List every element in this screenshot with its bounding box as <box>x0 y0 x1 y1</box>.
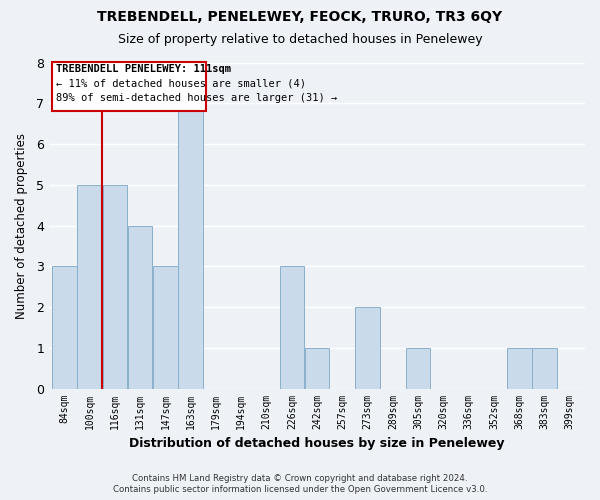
Bar <box>153 266 178 388</box>
Bar <box>52 266 77 388</box>
Bar <box>178 104 203 389</box>
Y-axis label: Number of detached properties: Number of detached properties <box>15 132 28 318</box>
Text: ← 11% of detached houses are smaller (4): ← 11% of detached houses are smaller (4) <box>56 79 305 89</box>
Bar <box>532 348 557 389</box>
Text: Size of property relative to detached houses in Penelewey: Size of property relative to detached ho… <box>118 32 482 46</box>
Bar <box>103 185 127 388</box>
FancyBboxPatch shape <box>52 62 206 110</box>
X-axis label: Distribution of detached houses by size in Penelewey: Distribution of detached houses by size … <box>130 437 505 450</box>
Bar <box>128 226 152 388</box>
Text: TREBENDELL PENELEWEY: 111sqm: TREBENDELL PENELEWEY: 111sqm <box>56 64 230 74</box>
Bar <box>305 348 329 389</box>
Bar <box>77 185 102 388</box>
Text: 89% of semi-detached houses are larger (31) →: 89% of semi-detached houses are larger (… <box>56 94 337 104</box>
Text: TREBENDELL, PENELEWEY, FEOCK, TRURO, TR3 6QY: TREBENDELL, PENELEWEY, FEOCK, TRURO, TR3… <box>97 10 503 24</box>
Bar <box>507 348 532 389</box>
Bar <box>280 266 304 388</box>
Bar <box>406 348 430 389</box>
Text: Contains HM Land Registry data © Crown copyright and database right 2024.
Contai: Contains HM Land Registry data © Crown c… <box>113 474 487 494</box>
Bar <box>355 307 380 388</box>
